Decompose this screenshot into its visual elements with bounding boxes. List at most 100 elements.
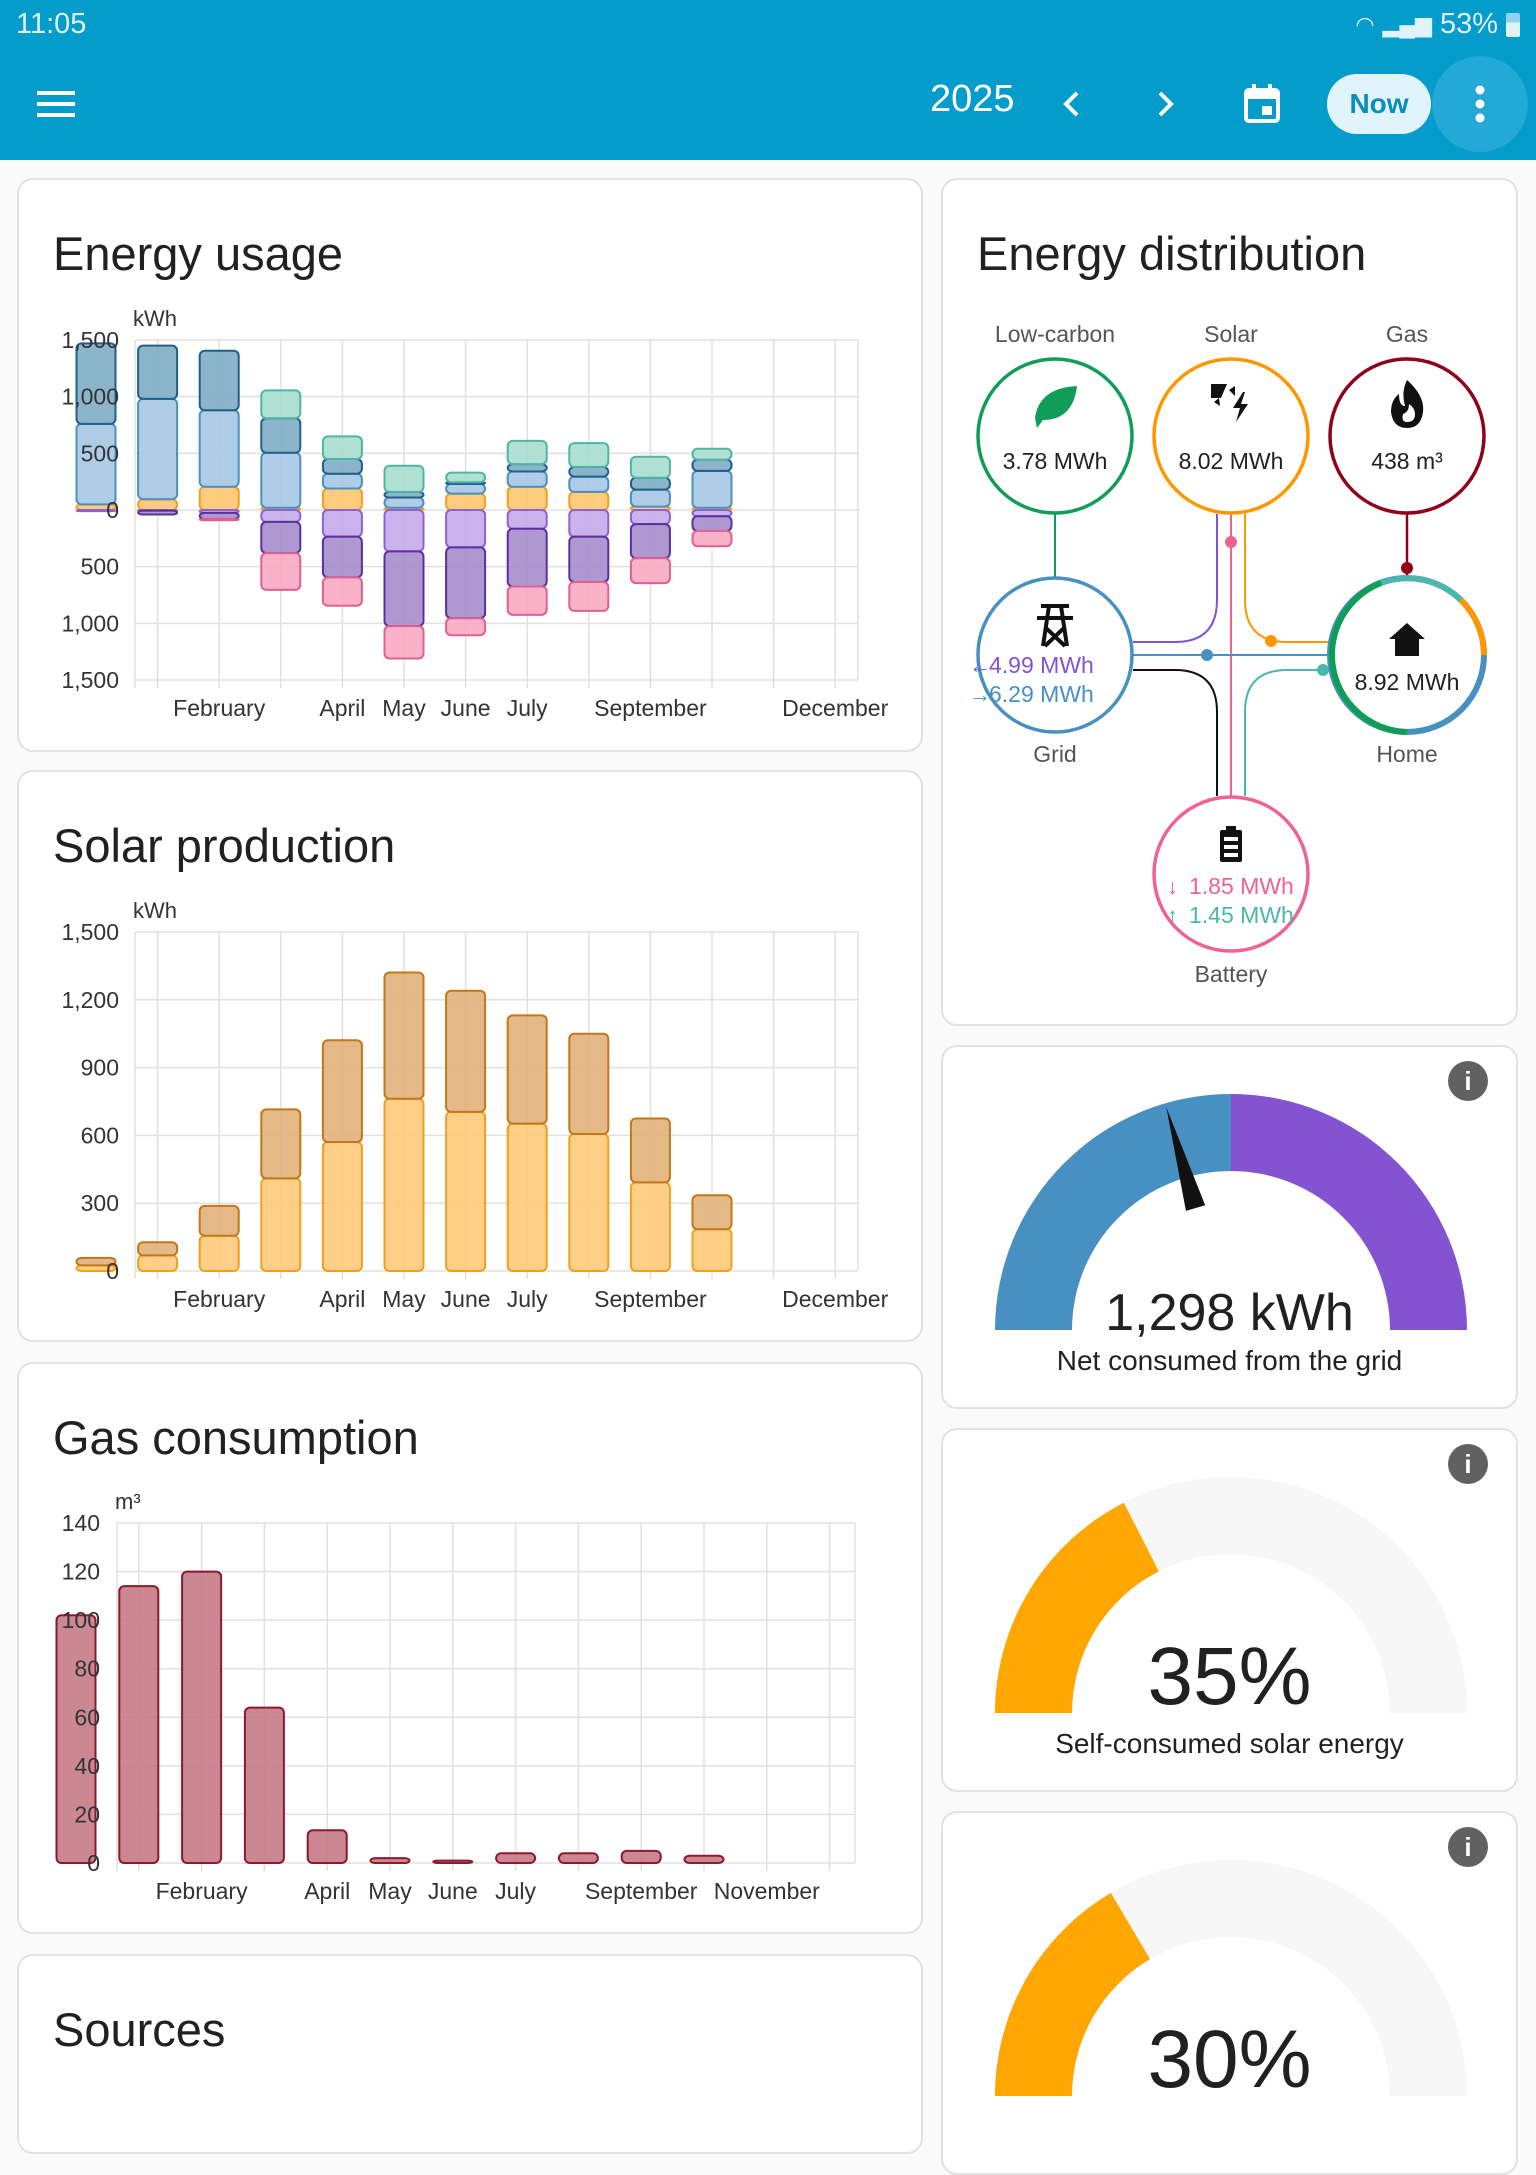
bar-segment: [383, 509, 425, 553]
sources-card: Sources: [17, 1954, 923, 2154]
grid-net-gauge-card: i 1,298 kWh Net consumed from the grid: [941, 1045, 1518, 1409]
bar-segment: [260, 1108, 302, 1180]
bar-segment: [506, 439, 548, 466]
bar-segment: [198, 485, 240, 511]
solar-label: Solar: [1204, 321, 1258, 347]
flow-grid-battery: [1133, 669, 1218, 796]
wifi-icon: ◠: [1355, 11, 1375, 37]
bar-segment: [260, 417, 302, 454]
battery-percent: 53%: [1439, 8, 1498, 40]
bar-segment: [568, 580, 610, 612]
bar-segment: [445, 482, 487, 495]
gas-label: Gas: [1386, 321, 1428, 347]
flow-dot: [1201, 649, 1213, 661]
bar-segment: [321, 576, 363, 607]
menu-button[interactable]: [32, 80, 80, 128]
bar-segment: [506, 470, 548, 488]
battery-icon: [1506, 12, 1520, 37]
energy-usage-chart: 1,500 1,000 500 0 500 1,000 1,500 kWh February Ap…: [61, 306, 888, 721]
card-title: Gas consumption: [53, 1411, 419, 1464]
bar-segment: [260, 509, 302, 523]
y-tick-label: 1,000: [61, 610, 119, 636]
low-carbon-value: 3.78 MWh: [1003, 448, 1108, 474]
gauge-label: Net consumed from the grid: [1056, 1345, 1403, 1376]
bar-segment: [321, 487, 363, 512]
bar-segment: [629, 455, 671, 479]
bar-segment: [445, 509, 487, 549]
chevron-left-icon: [1063, 91, 1079, 117]
more-options-button[interactable]: [1432, 56, 1528, 152]
chevron-right-icon: [1158, 91, 1174, 117]
flow-dot: [1225, 536, 1237, 548]
x-tick-label: July: [507, 1286, 548, 1312]
solar-production-chart: 0 300 600 900 1,200 1,500 kWh February April May J…: [61, 898, 888, 1312]
bar-segment: [198, 409, 240, 488]
bar-segment: [383, 550, 425, 628]
x-tick-label: June: [441, 695, 491, 721]
battery-in-value: 1.85 MWh: [1189, 873, 1294, 899]
home-label: Home: [1376, 741, 1437, 767]
energy-flow-diagram: Low-carbon Solar Gas 3.78 MWh 8.02 MWh 4…: [969, 321, 1488, 987]
bar-segment: [383, 496, 425, 509]
x-tick-label: June: [441, 1286, 491, 1312]
y-tick-label: 900: [81, 1055, 119, 1081]
self-consumed-solar-gauge-card: i 35% Self-consumed solar energy: [941, 1428, 1518, 1792]
grid-node[interactable]: [976, 576, 1134, 734]
bar-segment: [506, 509, 548, 530]
period-label[interactable]: 2025: [930, 78, 1015, 120]
y-tick-label: 1,500: [61, 667, 119, 693]
bar-segment: [198, 349, 240, 412]
bar-segment: [445, 617, 487, 637]
grid-label: Grid: [1033, 741, 1076, 767]
low-carbon-node[interactable]: [976, 357, 1134, 515]
grid-import-arrow: ←: [969, 653, 991, 678]
bar-segment: [137, 498, 179, 512]
battery-label: Battery: [1195, 961, 1268, 987]
previous-period-button[interactable]: [1047, 80, 1095, 128]
gauge-label: Self-consumed solar energy: [1055, 1728, 1404, 1759]
y-unit-label: kWh: [133, 306, 177, 331]
y-unit-label: kWh: [133, 898, 177, 923]
battery-in-arrow: ↓: [1167, 874, 1178, 899]
gauge-needle: [1166, 1107, 1206, 1211]
gauge-arc-returned: [1231, 1094, 1467, 1330]
x-tick-label: June: [428, 1878, 478, 1904]
y-tick-label: 80: [74, 1656, 100, 1682]
info-icon[interactable]: i: [1448, 1444, 1488, 1484]
y-tick-label: 0: [106, 497, 119, 523]
solar-node[interactable]: [1152, 357, 1310, 515]
next-period-button[interactable]: [1142, 80, 1190, 128]
energy-distribution-card: Energy distribution: [941, 178, 1518, 1026]
home-value: 8.92 MWh: [1355, 669, 1460, 695]
gauge-value: 1,298 kWh: [1105, 1284, 1354, 1342]
calendar-button[interactable]: [1238, 80, 1286, 128]
x-tick-label: September: [594, 695, 707, 721]
gas-node[interactable]: [1328, 357, 1486, 515]
bar-segment: [691, 458, 733, 472]
bar-segment: [629, 1181, 671, 1272]
gauge-arc-consumed: [995, 1094, 1231, 1330]
now-button[interactable]: Now: [1327, 74, 1431, 134]
y-unit-label: m³: [115, 1489, 141, 1514]
bar-segment: [55, 1614, 97, 1864]
y-tick-label: 140: [62, 1510, 100, 1536]
info-icon[interactable]: i: [1448, 1061, 1488, 1101]
gas-value: 438 m³: [1371, 448, 1443, 474]
dots-vertical-icon: [1475, 85, 1485, 123]
x-tick-label: February: [156, 1878, 249, 1904]
signal-icon: ▂▄▆: [1382, 11, 1432, 37]
bar-segment: [383, 464, 425, 493]
bar-segment: [181, 1570, 223, 1864]
bar-segment: [260, 451, 302, 509]
info-icon[interactable]: i: [1448, 1827, 1488, 1867]
grid-import-value: 4.99 MWh: [989, 652, 1094, 678]
card-title: Energy usage: [53, 227, 344, 280]
bar-segment: [383, 971, 425, 1100]
third-gauge-card: i 30%: [941, 1811, 1518, 2175]
status-bar: 11:05 ◠ ▂▄▆ 53%: [0, 0, 1536, 48]
card-title: Sources: [53, 2003, 226, 2056]
solar-production-card: Solar production 0 300 600 900 1,200 1,500 kWh…: [17, 770, 923, 1342]
bar-segment: [321, 1039, 363, 1143]
bar-segment: [137, 1241, 179, 1257]
battery-node[interactable]: [1152, 795, 1310, 953]
